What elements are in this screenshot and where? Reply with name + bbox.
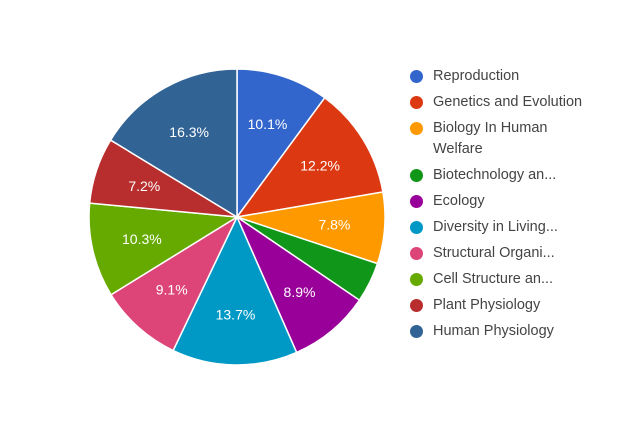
- slice-label: 10.3%: [122, 231, 162, 247]
- legend-label: Genetics and Evolution: [433, 94, 583, 110]
- legend-label: Structural Organi...: [433, 245, 555, 261]
- legend-dot-icon: [410, 195, 423, 208]
- pie-slice[interactable]: [110, 215, 239, 352]
- pie-slice[interactable]: [235, 214, 361, 354]
- pie-slice[interactable]: [236, 68, 326, 220]
- legend-item[interactable]: Genetics and Evolution: [410, 92, 610, 113]
- legend-label: Plant Physiology: [433, 297, 541, 313]
- legend-label: Diversity in Living...: [433, 219, 558, 235]
- legend-label: Reproduction: [433, 68, 520, 84]
- slice-label: 16.3%: [169, 124, 209, 140]
- legend-item[interactable]: Cell Structure an...: [410, 269, 610, 290]
- legend-dot-icon: [410, 221, 423, 234]
- slice-label: 12.2%: [300, 158, 340, 174]
- legend-item[interactable]: Reproduction: [410, 66, 610, 87]
- legend-label: Biology In Human Welfare: [433, 120, 548, 157]
- pie-slice[interactable]: [172, 215, 298, 366]
- pie-slice[interactable]: [235, 96, 384, 219]
- legend-item[interactable]: Human Physiology: [410, 321, 610, 342]
- slice-label: 7.2%: [128, 178, 160, 194]
- legend-dot-icon: [410, 247, 423, 260]
- legend-dot-icon: [410, 70, 423, 83]
- legend: Reproduction Genetics and Evolution Biol…: [410, 66, 610, 347]
- legend-item[interactable]: Ecology: [410, 191, 610, 212]
- legend-item[interactable]: Diversity in Living...: [410, 217, 610, 238]
- legend-item[interactable]: Plant Physiology: [410, 295, 610, 316]
- legend-dot-icon: [410, 96, 423, 109]
- legend-item[interactable]: Structural Organi...: [410, 243, 610, 264]
- legend-dot-icon: [410, 299, 423, 312]
- slice-label: 10.1%: [248, 116, 288, 132]
- legend-item[interactable]: Biology In Human Welfare: [410, 118, 610, 160]
- pie-slice[interactable]: [109, 68, 238, 219]
- legend-dot-icon: [410, 122, 423, 135]
- legend-item[interactable]: Biotechnology an...: [410, 165, 610, 186]
- legend-label: Biotechnology an...: [433, 167, 557, 183]
- slice-label: 7.8%: [318, 216, 350, 232]
- legend-dot-icon: [410, 169, 423, 182]
- legend-label: Cell Structure an...: [433, 271, 554, 287]
- slice-label: 9.1%: [156, 282, 188, 298]
- legend-label: Ecology: [433, 193, 485, 209]
- slice-label: 8.9%: [284, 284, 316, 300]
- legend-dot-icon: [410, 325, 423, 338]
- pie-slice[interactable]: [88, 202, 240, 296]
- slice-label: 13.7%: [216, 307, 256, 323]
- legend-label: Human Physiology: [433, 323, 554, 339]
- legend-dot-icon: [410, 273, 423, 286]
